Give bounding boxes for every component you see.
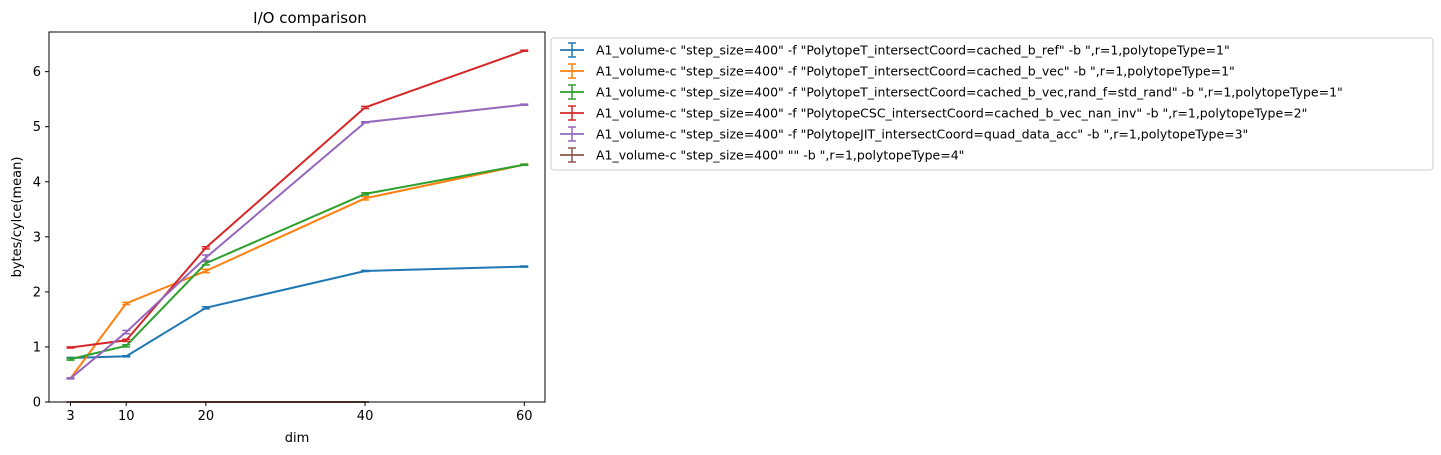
plot-frame [48,31,546,403]
y-tick-label: 2 [33,285,41,300]
y-tick-label: 0 [33,396,41,411]
series-3 [66,163,529,361]
y-tick-label: 6 [33,65,41,80]
legend-label: A1_volume-c "step_size=400" -f "Polytope… [596,127,1248,142]
y-tick-label: 1 [33,340,41,355]
series-line [69,163,525,379]
series-4 [66,49,529,349]
series-layer [66,49,529,403]
x-axis: 3 10 20 40 60 [66,402,533,424]
legend-item-3: A1_volume-c "step_size=400" -f "Polytope… [560,84,1343,100]
x-tick-label: 60 [516,409,533,424]
x-tick-label: 3 [66,409,74,424]
legend: A1_volume-c "step_size=400" -f "Polytope… [550,37,1434,171]
series-line [70,265,525,359]
series-2 [66,163,529,380]
legend-label: A1_volume-c "step_size=400" -f "Polytope… [596,64,1235,79]
legend-label: A1_volume-c "step_size=400" -f "Polytope… [596,43,1230,58]
legend-label: A1_volume-c "step_size=400" -f "Polytope… [596,85,1343,100]
x-axis-title: dim [285,431,310,446]
series-line [70,49,525,349]
chart-title: I/O comparison [253,9,367,27]
legend-item-4: A1_volume-c "step_size=400" -f "Polytope… [560,105,1307,121]
legend-item-5: A1_volume-c "step_size=400" -f "Polytope… [560,126,1248,142]
x-tick-label: 20 [198,409,215,424]
x-tick-label: 10 [118,409,135,424]
legend-label: A1_volume-c "step_size=400" -f "Polytope… [596,106,1307,121]
legend-item-1: A1_volume-c "step_size=400" -f "Polytope… [560,42,1230,58]
legend-item-6: A1_volume-c "step_size=400" "" -b ",r=1,… [560,147,964,163]
y-axis: 0 1 2 3 4 5 6 [33,65,49,411]
x-tick-label: 40 [357,409,374,424]
y-axis-title: bytes/cylce(mean) [10,157,25,278]
y-tick-label: 5 [33,120,41,135]
legend-frame [550,37,1434,171]
series-1 [66,265,529,360]
legend-item-2: A1_volume-c "step_size=400" -f "Polytope… [560,63,1235,79]
y-tick-label: 3 [33,230,41,245]
y-tick-label: 4 [33,175,41,190]
series-line [69,103,525,380]
legend-label: A1_volume-c "step_size=400" "" -b ",r=1,… [596,148,964,163]
series-line [70,163,525,361]
series-5 [66,103,529,380]
